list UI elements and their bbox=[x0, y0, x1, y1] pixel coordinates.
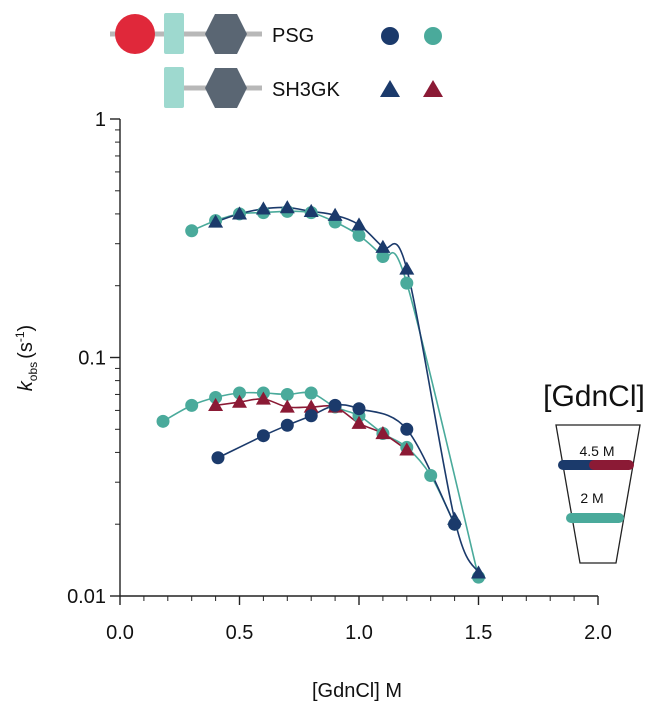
data-point-circle bbox=[328, 398, 342, 412]
data-point-triangle bbox=[399, 261, 415, 275]
data-point-circle bbox=[352, 228, 366, 242]
data-point-circle bbox=[256, 429, 270, 443]
y-tick-label: 0.1 bbox=[78, 348, 106, 370]
psg-red-domain-icon bbox=[115, 14, 155, 54]
sh3gk-teal-domain-icon bbox=[164, 67, 184, 108]
data-point-circle bbox=[448, 517, 462, 531]
y-tick-label: 0.01 bbox=[67, 586, 106, 608]
data-points bbox=[156, 200, 486, 584]
inset-label-45m: 4.5 M bbox=[579, 443, 614, 459]
data-point-circle bbox=[424, 469, 438, 483]
data-point-circle bbox=[352, 402, 366, 416]
data-point-circle bbox=[156, 414, 170, 428]
data-point-circle bbox=[185, 398, 199, 412]
fit-curve bbox=[217, 404, 456, 525]
data-point-circle bbox=[304, 409, 318, 423]
data-point-triangle bbox=[232, 206, 247, 220]
legend-label-psg: PSG bbox=[272, 25, 314, 47]
psg-hexagon-domain-icon bbox=[205, 14, 247, 54]
data-point-triangle bbox=[327, 207, 343, 221]
data-point-triangle bbox=[375, 239, 391, 253]
gdncl-gradient-inset: [GdnCl] 4.5 M 2 M bbox=[543, 380, 645, 564]
x-tick-label: 1.5 bbox=[465, 622, 493, 644]
y-label-k: k bbox=[15, 380, 37, 391]
data-point-circle bbox=[209, 390, 223, 404]
data-point-circle bbox=[280, 418, 294, 432]
data-point-circle bbox=[211, 451, 225, 465]
data-point-triangle bbox=[279, 200, 295, 214]
x-axis-label: [GdnCl] M bbox=[312, 680, 402, 702]
data-point-triangle bbox=[399, 442, 415, 456]
axes: 0.0 0.5 1.0 1.5 2.0 0.01 0.1 1 bbox=[67, 109, 612, 644]
data-point-circle bbox=[233, 386, 246, 400]
data-point-triangle bbox=[375, 426, 391, 440]
legend-marker-psg-navy bbox=[381, 27, 399, 45]
x-tick-label: 0.5 bbox=[226, 622, 254, 644]
legend-marker-sh3gk-navy bbox=[380, 80, 400, 97]
inset-title: [GdnCl] bbox=[543, 380, 645, 413]
data-point-circle bbox=[280, 387, 294, 401]
data-point-triangle bbox=[303, 399, 319, 413]
y-label-unit-open: (s bbox=[15, 342, 37, 359]
data-point-triangle bbox=[255, 391, 271, 405]
data-point-circle bbox=[185, 224, 199, 238]
fit-curves bbox=[162, 206, 480, 578]
inset-label-2m: 2 M bbox=[580, 490, 603, 506]
x-tick-label: 2.0 bbox=[584, 622, 612, 644]
y-label-sub: obs bbox=[26, 362, 40, 381]
legend-marker-psg-teal bbox=[424, 27, 442, 45]
data-point-triangle bbox=[279, 399, 295, 413]
data-point-circle bbox=[376, 250, 390, 264]
data-point-triangle bbox=[351, 217, 367, 231]
data-point-circle bbox=[304, 386, 318, 400]
y-label-unit-sup: -1 bbox=[13, 331, 27, 342]
x-tick-label: 1.0 bbox=[345, 622, 373, 644]
data-point-triangle bbox=[303, 203, 319, 217]
data-point-triangle bbox=[255, 201, 271, 215]
data-point-triangle bbox=[232, 394, 247, 408]
data-point-circle bbox=[400, 422, 414, 436]
data-point-circle bbox=[400, 276, 414, 290]
legend-marker-sh3gk-maroon bbox=[423, 80, 443, 97]
svg-text:kobs(s-1): kobs (s-1) bbox=[13, 325, 40, 391]
y-tick-label: 1 bbox=[95, 109, 106, 131]
x-tick-label: 0.0 bbox=[106, 622, 134, 644]
data-point-triangle bbox=[351, 415, 367, 429]
legend-label-sh3gk: SH3GK bbox=[272, 79, 340, 101]
sh3gk-hexagon-domain-icon bbox=[205, 68, 247, 108]
data-point-triangle bbox=[471, 565, 486, 579]
psg-teal-domain-icon bbox=[164, 13, 184, 54]
data-point-triangle bbox=[208, 397, 224, 411]
legend: PSG SH3GK bbox=[110, 13, 443, 108]
fit-curve bbox=[215, 206, 480, 574]
y-axis-label: kobs (s-1) bbox=[13, 325, 40, 391]
y-label-unit-close: ) bbox=[15, 325, 37, 332]
data-point-triangle bbox=[208, 214, 224, 228]
